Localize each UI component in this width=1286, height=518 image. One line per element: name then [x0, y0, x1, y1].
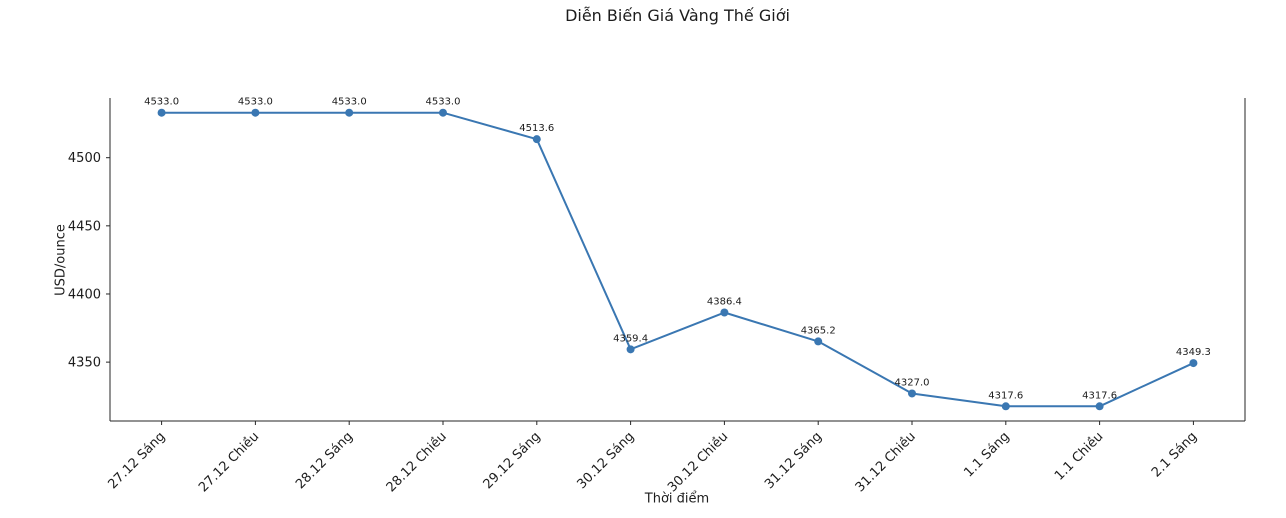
- price-line: [160, 111, 1195, 408]
- x-tick-label: 31.12 Sáng: [762, 429, 825, 492]
- data-point: [1095, 402, 1104, 411]
- data-point-label: 4533.0: [238, 97, 273, 108]
- data-point: [626, 345, 635, 354]
- y-tick-label: 4450: [68, 219, 101, 234]
- x-tick-label: 28.12 Sáng: [293, 429, 356, 492]
- x-tick-label: 29.12 Sáng: [481, 429, 544, 492]
- data-point: [532, 135, 541, 144]
- x-tick-label: 1.1 Sáng: [961, 429, 1012, 480]
- y-tick-label: 4350: [68, 356, 101, 371]
- x-axis-label: Thời điểm: [644, 491, 710, 507]
- data-point-label: 4327.0: [895, 377, 930, 388]
- data-point-label: 4317.6: [988, 390, 1023, 401]
- data-point: [814, 337, 823, 346]
- x-tick-label: 30.12 Sáng: [574, 429, 637, 492]
- chart-title: Diễn Biến Giá Vàng Thế Giới: [565, 6, 790, 25]
- data-point-label: 4359.4: [613, 333, 648, 344]
- x-tick-label: 27.12 Chiều: [196, 429, 262, 495]
- x-tick-label: 27.12 Sáng: [105, 429, 168, 492]
- data-point-label: 4386.4: [707, 297, 742, 308]
- x-tick-label: 31.12 Chiều: [853, 429, 919, 495]
- x-tick-label: 28.12 Chiều: [384, 429, 450, 495]
- data-point: [1189, 359, 1198, 368]
- data-point-label: 4349.3: [1176, 347, 1211, 358]
- data-point: [345, 108, 354, 117]
- data-point: [908, 389, 917, 398]
- data-point-label: 4533.0: [332, 97, 367, 108]
- data-point: [251, 108, 260, 117]
- x-tick-label: 1.1 Chiều: [1052, 429, 1106, 483]
- data-point: [438, 108, 447, 117]
- data-point-label: 4513.6: [519, 123, 554, 134]
- data-point: [157, 108, 166, 117]
- data-point: [720, 308, 729, 317]
- y-tick-label: 4500: [68, 151, 101, 166]
- data-point-label: 4317.6: [1082, 390, 1117, 401]
- data-point: [1001, 402, 1010, 411]
- y-tick-label: 4400: [68, 287, 101, 302]
- data-point-label: 4365.2: [801, 325, 836, 336]
- data-point-label: 4533.0: [425, 97, 460, 108]
- x-tick-label: 30.12 Chiều: [665, 429, 731, 495]
- data-point-label: 4533.0: [144, 97, 179, 108]
- x-tick-label: 2.1 Sáng: [1149, 429, 1200, 480]
